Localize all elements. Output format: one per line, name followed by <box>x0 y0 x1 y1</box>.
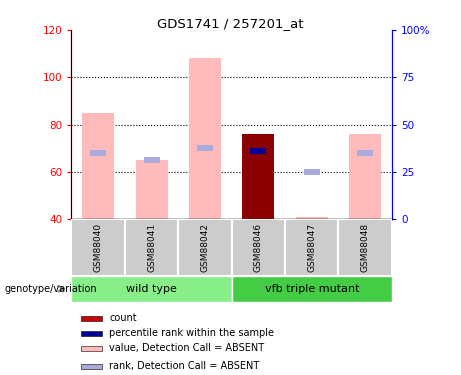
Text: rank, Detection Call = ABSENT: rank, Detection Call = ABSENT <box>109 362 260 371</box>
Bar <box>197 146 213 152</box>
Bar <box>81 315 101 321</box>
Text: GSM88048: GSM88048 <box>361 223 370 272</box>
Bar <box>178 219 231 276</box>
Text: wild type: wild type <box>126 284 177 294</box>
Bar <box>304 169 320 175</box>
Text: GSM88046: GSM88046 <box>254 223 263 272</box>
Bar <box>231 219 285 276</box>
Text: genotype/variation: genotype/variation <box>5 284 97 294</box>
Text: count: count <box>109 313 137 323</box>
Bar <box>250 148 266 154</box>
Bar <box>285 219 338 276</box>
Bar <box>242 134 274 219</box>
Bar <box>125 219 178 276</box>
Bar <box>143 157 160 163</box>
Text: vfb triple mutant: vfb triple mutant <box>265 284 359 294</box>
Bar <box>338 219 392 276</box>
Text: GSM88040: GSM88040 <box>94 223 103 272</box>
Text: value, Detection Call = ABSENT: value, Detection Call = ABSENT <box>109 344 264 353</box>
Bar <box>357 150 373 156</box>
Bar <box>71 276 231 302</box>
Bar <box>136 160 167 219</box>
Bar <box>81 331 101 336</box>
Bar <box>296 217 328 219</box>
Bar <box>71 219 125 276</box>
Text: GSM88047: GSM88047 <box>307 223 316 272</box>
Bar <box>296 217 328 219</box>
Bar <box>81 364 101 369</box>
Bar <box>231 276 392 302</box>
Text: GSM88041: GSM88041 <box>147 223 156 272</box>
Bar <box>349 134 381 219</box>
Text: GSM88042: GSM88042 <box>201 223 209 272</box>
Bar <box>189 58 221 219</box>
Bar <box>90 150 106 156</box>
Text: GDS1741 / 257201_at: GDS1741 / 257201_at <box>157 17 304 30</box>
Text: percentile rank within the sample: percentile rank within the sample <box>109 328 274 338</box>
Bar <box>81 346 101 351</box>
Bar <box>82 113 114 219</box>
